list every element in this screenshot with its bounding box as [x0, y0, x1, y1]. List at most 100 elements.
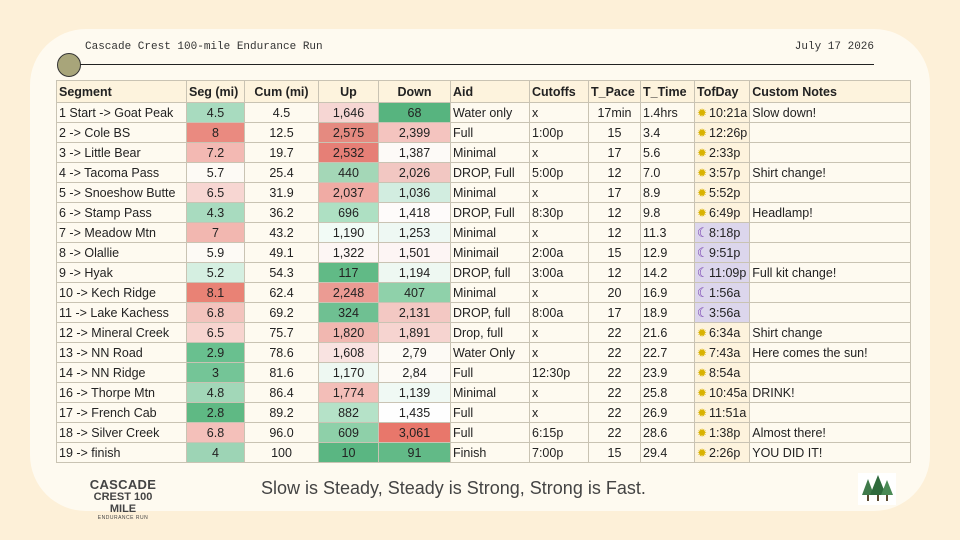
cell-cutoff: x [529, 342, 589, 363]
cell-cum-mi: 96.0 [244, 422, 319, 443]
cell-seg-mi: 2.9 [186, 342, 245, 363]
cell-down: 1,501 [378, 242, 451, 263]
cell-segment: 9 -> Hyak [56, 262, 187, 283]
cell-cum-mi: 36.2 [244, 202, 319, 223]
cell-time: 18.9 [640, 302, 695, 323]
cell-tofday: ✹ 10:45a [693, 382, 751, 403]
cell-cutoff: x [529, 382, 589, 403]
cell-segment: 4 -> Tacoma Pass [56, 162, 187, 183]
col-tofday: TofDay [693, 80, 751, 103]
cell-down: 1,418 [378, 202, 451, 223]
table-row: 13 -> NN Road 2.9 78.6 1,608 2,79 Water Only x… [56, 342, 912, 363]
cell-cum-mi: 75.7 [244, 322, 319, 343]
table-row: 3 -> Little Bear 7.2 19.7 2,532 1,387 Minimal… [56, 142, 912, 163]
cell-down: 1,891 [378, 322, 451, 343]
cell-segment: 2 -> Cole BS [56, 122, 187, 143]
cell-segment: 3 -> Little Bear [56, 142, 187, 163]
cell-notes: Almost there! [749, 422, 912, 443]
cell-up: 117 [318, 262, 379, 283]
cell-tofday: ✹ 5:52p [693, 182, 751, 203]
cell-segment: 14 -> NN Ridge [56, 362, 187, 383]
col-down: Down [378, 80, 451, 103]
cell-seg-mi: 3 [186, 362, 245, 383]
tofday-value: 9:51p [709, 245, 741, 260]
cell-time: 12.9 [640, 242, 695, 263]
cell-seg-mi: 4.5 [186, 102, 245, 123]
table-row: 16 -> Thorpe Mtn 4.8 86.4 1,774 1,139 Minimal… [56, 382, 912, 403]
cell-tofday: ✹ 1:38p [693, 422, 751, 443]
cell-time: 23.9 [640, 362, 695, 383]
table-row: 2 -> Cole BS 8 12.5 2,575 2,399 Full 1:00p 15 3.… [56, 122, 912, 143]
race-date: July 17 2026 [794, 41, 874, 53]
cell-notes: Headlamp! [749, 202, 912, 223]
tofday-value: 8:54a [709, 365, 741, 380]
sun-icon: ✹ [697, 405, 708, 420]
cell-segment: 13 -> NN Road [56, 342, 187, 363]
cell-seg-mi: 6.8 [186, 302, 245, 323]
sun-icon: ✹ [697, 185, 708, 200]
cell-notes [749, 122, 912, 143]
table-row: 10 -> Kech Ridge 8.1 62.4 2,248 407 Minimal x 2… [56, 282, 912, 303]
cell-notes [749, 142, 912, 163]
cell-segment: 6 -> Stamp Pass [56, 202, 187, 223]
sun-icon: ✹ [697, 165, 708, 180]
cell-cutoff: 5:00p [529, 162, 589, 183]
table-row: 4 -> Tacoma Pass 5.7 25.4 440 2,026 DROP, Ful… [56, 162, 912, 183]
header-rule [80, 64, 874, 65]
cell-tofday: ✹ 10:21a [693, 102, 751, 123]
cell-cum-mi: 31.9 [244, 182, 319, 203]
cell-time: 25.8 [640, 382, 695, 403]
cell-down: 1,387 [378, 142, 451, 163]
cell-cutoff: 8:00a [529, 302, 589, 323]
cell-pace: 22 [588, 382, 641, 403]
cell-segment: 7 -> Meadow Mtn [56, 222, 187, 243]
cell-cutoff: x [529, 102, 589, 123]
cell-cum-mi: 49.1 [244, 242, 319, 263]
cell-down: 91 [378, 442, 451, 463]
cell-tofday: ✹ 2:26p [693, 442, 751, 463]
cell-aid: DROP, full [450, 302, 530, 323]
sun-icon: ✹ [697, 365, 708, 380]
cell-time: 3.4 [640, 122, 695, 143]
cell-pace: 12 [588, 202, 641, 223]
cell-down: 2,84 [378, 362, 451, 383]
cell-time: 8.9 [640, 182, 695, 203]
cell-up: 1,170 [318, 362, 379, 383]
cell-time: 14.2 [640, 262, 695, 283]
cell-seg-mi: 5.9 [186, 242, 245, 263]
table-row: 12 -> Mineral Creek 6.5 75.7 1,820 1,891 Drop… [56, 322, 912, 343]
cell-cutoff: x [529, 222, 589, 243]
cell-cum-mi: 54.3 [244, 262, 319, 283]
table-row: 9 -> Hyak 5.2 54.3 117 1,194 DROP, full 3:00a 1… [56, 262, 912, 283]
table-row: 18 -> Silver Creek 6.8 96.0 609 3,061 Full 6:1… [56, 422, 912, 443]
cell-seg-mi: 7.2 [186, 142, 245, 163]
cell-cutoff: x [529, 142, 589, 163]
cell-segment: 17 -> French Cab [56, 402, 187, 423]
table-row: 5 -> Snoeshow Butte 6.5 31.9 2,037 1,036 Mini… [56, 182, 912, 203]
cell-notes: Shirt change! [749, 162, 912, 183]
cell-tofday: ✹ 11:51a [693, 402, 751, 423]
col-aid: Aid [450, 80, 530, 103]
cell-cum-mi: 43.2 [244, 222, 319, 243]
col-t-pace: T_Pace [588, 80, 641, 103]
cell-cutoff: 8:30p [529, 202, 589, 223]
cell-pace: 17 [588, 142, 641, 163]
cell-pace: 17 [588, 302, 641, 323]
cell-pace: 20 [588, 282, 641, 303]
cell-tofday: ✹ 7:43a [693, 342, 751, 363]
cell-time: 11.3 [640, 222, 695, 243]
cell-notes [749, 362, 912, 383]
cell-cutoff: 3:00a [529, 262, 589, 283]
cell-pace: 15 [588, 442, 641, 463]
tofday-value: 3:56a [709, 305, 741, 320]
trees-icon [858, 473, 896, 505]
cell-time: 5.6 [640, 142, 695, 163]
cell-pace: 22 [588, 362, 641, 383]
cell-cum-mi: 89.2 [244, 402, 319, 423]
cell-tofday: ☾1:56a [693, 282, 751, 303]
race-plan-table: Segment Seg (mi) Cum (mi) Up Down Aid Cu… [56, 80, 912, 463]
cell-notes: Slow down! [749, 102, 912, 123]
cell-aid: DROP, Full [450, 202, 530, 223]
col-custom-notes: Custom Notes [749, 80, 912, 103]
cell-tofday: ☾9:51p [693, 242, 751, 263]
